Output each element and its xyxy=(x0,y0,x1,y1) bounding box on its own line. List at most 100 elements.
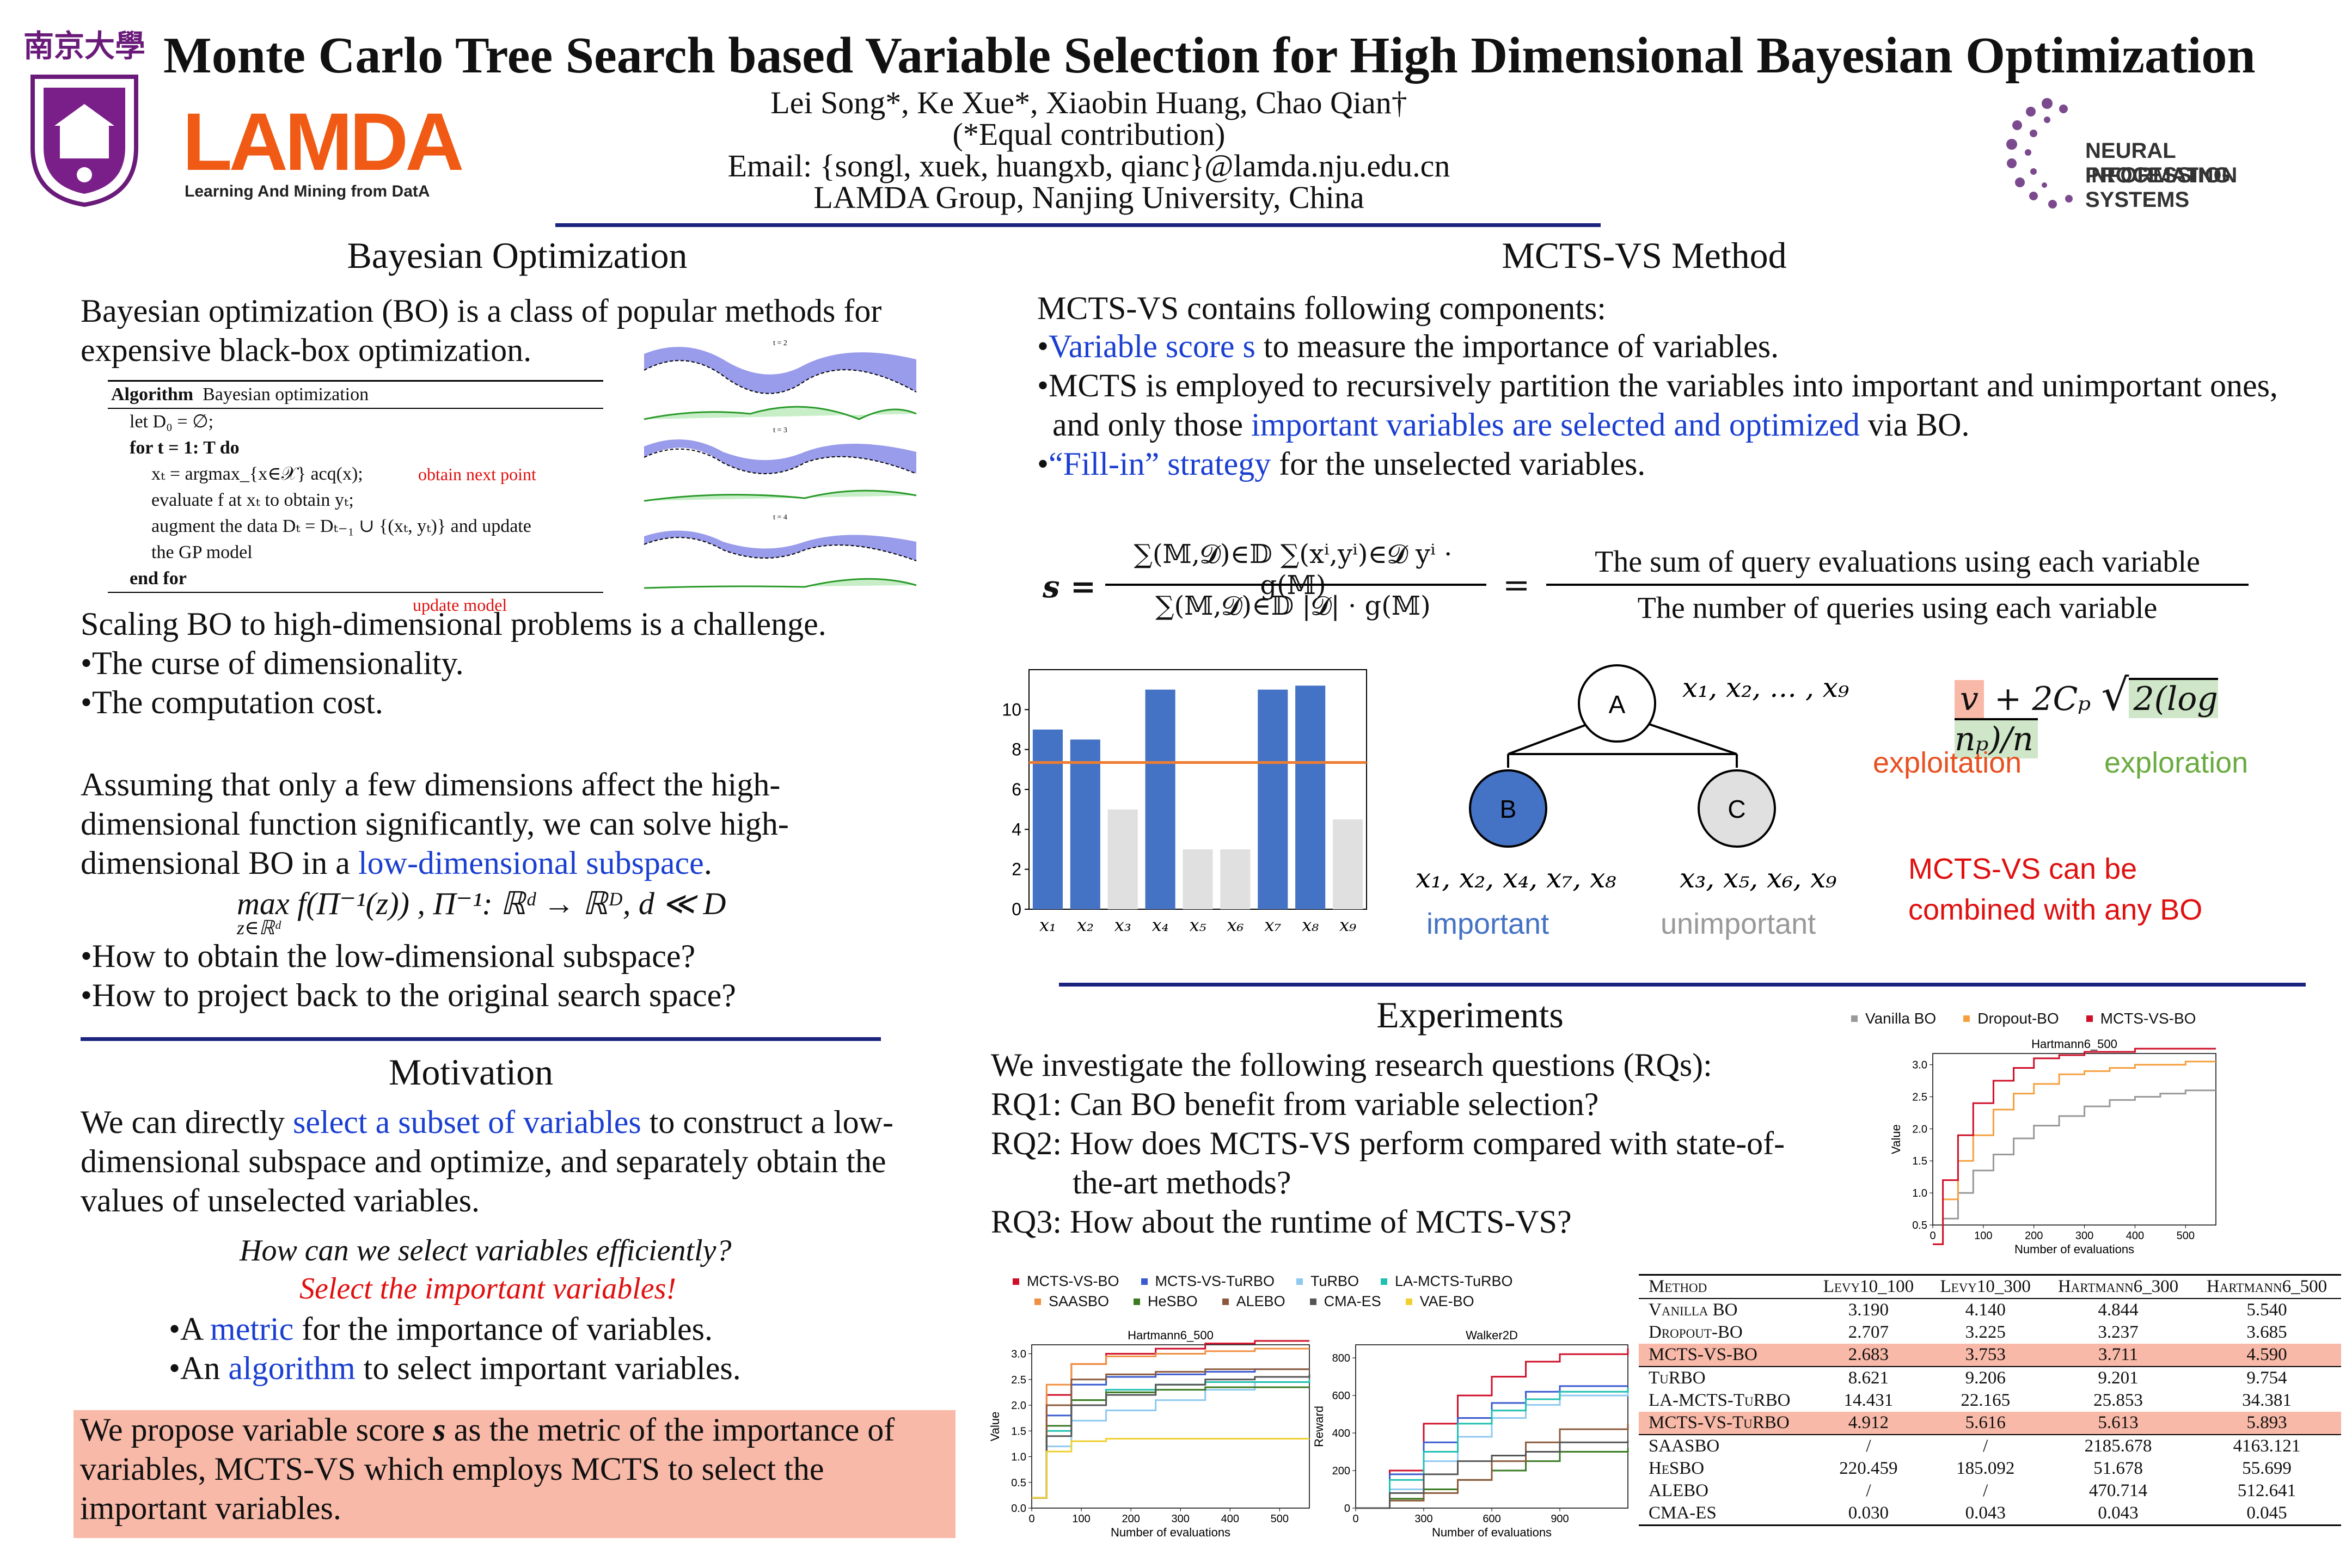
formula-den: ∑(𝕄,𝓓)∈𝔻 |𝓓| · g(𝕄) xyxy=(1155,591,1431,621)
challenge-text: Scaling BO to high-dimensional problems … xyxy=(81,606,826,642)
table-row: Vanilla BO 3.190 4.140 4.844 5.540 xyxy=(1639,1298,2341,1321)
table-value-cell: 5.540 xyxy=(2246,1300,2287,1320)
table-method-cell: ALEBO xyxy=(1649,1481,1708,1500)
bar xyxy=(1220,849,1251,909)
component-mcts: •MCTS is employed to recursively partiti… xyxy=(1037,367,2278,443)
y-tick-label: 1.5 xyxy=(1011,1425,1026,1437)
legend-item: VAE-BO xyxy=(1405,1293,1474,1310)
y-axis-label: Value xyxy=(1889,1124,1903,1154)
svg-text:C: C xyxy=(1728,795,1745,823)
table-value-cell: 0.030 xyxy=(1848,1503,1889,1523)
series-line xyxy=(1032,1347,1309,1499)
series-line xyxy=(1032,1379,1310,1499)
table-value-cell: 4.140 xyxy=(1965,1300,2006,1320)
y-tick-label: 2.0 xyxy=(1912,1123,1927,1135)
nju-logo: 南京大學 xyxy=(22,22,147,207)
x-tick-label: 0 xyxy=(1352,1513,1358,1525)
legend-swatch xyxy=(1296,1278,1303,1285)
label-unimportant: unimportant xyxy=(1661,908,1816,940)
legend-swatch xyxy=(1963,1015,1970,1022)
legend-swatch xyxy=(1405,1298,1412,1305)
label-exploration: exploration xyxy=(2104,746,2249,779)
bo-question-2: •How to project back to the original sea… xyxy=(81,977,736,1013)
neurips-line2: PROCESSING SYSTEMS xyxy=(2085,163,2231,212)
bo-challenge: Scaling BO to high-dimensional problems … xyxy=(81,604,952,722)
rq1-line-chart: Hartmann6_500 0 100 200 300 400 500 0.5 1.0 1.5 2.… xyxy=(1873,1037,2221,1260)
y-tick-label: 10 xyxy=(1002,700,1021,719)
algo-line: for t = 1: T do xyxy=(130,438,240,458)
y-tick-label: 2.5 xyxy=(1912,1091,1927,1103)
rq1: RQ1: Can BO benefit from variable select… xyxy=(991,1086,1599,1122)
x-tick-label: 100 xyxy=(1974,1230,1992,1242)
algo-note-next: obtain next point xyxy=(418,464,536,484)
table-value-cell: 34.381 xyxy=(2242,1391,2292,1410)
bar xyxy=(1070,739,1100,909)
x-tick-label: 300 xyxy=(1414,1513,1432,1525)
fig-label-t3: t = 3 xyxy=(773,426,787,434)
legend-label: MCTS-VS-TuRBO xyxy=(1155,1273,1275,1289)
table-value-cell: 3.685 xyxy=(2246,1322,2287,1342)
motivation-question: How can we select variables efficiently? xyxy=(240,1234,732,1267)
tree-svg: A B C x₁, x₂, … , x₉ x₁, x₂, x₄, x₇, x₈ … xyxy=(1416,664,1849,940)
x-tick-label: 400 xyxy=(2126,1230,2144,1242)
x-tick-label: x₄ xyxy=(1152,915,1169,935)
proposal-box: We propose variable score s as the metri… xyxy=(74,1410,955,1538)
y-tick-label: 2.5 xyxy=(1011,1374,1026,1386)
runtime-table: Method Levy10_100 Levy10_300 Hartmann6_300 H… xyxy=(1639,1274,2341,1526)
affiliation: LAMDA Group, Nanjing University, China xyxy=(813,180,1364,215)
table-value-cell: 512.641 xyxy=(2237,1481,2296,1500)
algo-line: augment the data Dₜ = Dₜ₋₁ ∪ {(xₜ, yₜ)} … xyxy=(151,516,531,536)
table-header-cell: Hartmann6_300 xyxy=(2057,1277,2179,1296)
table-method-cell: MCTS-VS-BO xyxy=(1649,1345,1757,1364)
ucb-v: v xyxy=(1955,680,1984,718)
bo-formula-sub: z∈ℝᵈ xyxy=(237,917,281,939)
algorithm-header: Algorithm Bayesian optimization xyxy=(108,382,603,409)
score-formula: s = ∑(𝕄,𝓓)∈𝔻 ∑(xⁱ,yⁱ)∈𝓓 yⁱ · g(𝕄) ∑(𝕄,𝓓)… xyxy=(1043,539,2273,637)
table-header-row: Method Levy10_100 Levy10_300 Hartmann6_300 H… xyxy=(1639,1275,2341,1298)
ucb-formula: v + 2Cₚ √ 2(log nₚ)/n xyxy=(1955,670,2218,758)
combined-note-1: MCTS-VS can be xyxy=(1908,853,2137,885)
table-row: ALEBO / / 470.714 512.641 xyxy=(1639,1480,2341,1502)
legend-label: ALEBO xyxy=(1236,1293,1285,1309)
legend-label: Dropout-BO xyxy=(1977,1010,2059,1027)
table-value-cell: 14.431 xyxy=(1843,1391,1894,1410)
ratio-num: The sum of query evaluations using each … xyxy=(1595,545,2200,579)
table-value-cell: 51.678 xyxy=(2093,1459,2143,1478)
legend-swatch xyxy=(1851,1015,1858,1022)
x-tick-label: x₇ xyxy=(1264,915,1281,935)
ucb-plus: + 2Cₚ xyxy=(1994,680,2091,718)
legend-label: VAE-BO xyxy=(1419,1293,1474,1309)
bo-formula: max f(Π⁻¹(z)) , Π⁻¹: ℝᵈ → ℝᴰ, d ≪ D z∈ℝᵈ xyxy=(237,885,890,939)
rq2-walker-chart: Walker2D 0 300 600 900 0 200 400 600 800 Number of… xyxy=(1307,1328,1633,1552)
experiments-questions: We investigate the following research qu… xyxy=(991,1045,1862,1241)
variable-score-bar-chart: 0 2 4 6 8 10 x₁ x₂ x₃ x₄ x₅ x₆ x₇ x₈ x₉ xyxy=(991,659,1372,953)
lamda-subtitle: Learning And Mining from DatA xyxy=(185,182,430,200)
table-value-cell: 4.590 xyxy=(2246,1345,2287,1364)
table-value-cell: 3.753 xyxy=(1965,1345,2006,1364)
table-value-cell: 3.190 xyxy=(1848,1300,1889,1320)
rq2: RQ2: How does MCTS-VS perform compared w… xyxy=(991,1125,1785,1161)
bar xyxy=(1183,849,1213,909)
table-value-cell: 9.201 xyxy=(2098,1368,2139,1388)
legend-swatch xyxy=(1034,1298,1041,1305)
table-value-cell: 2185.678 xyxy=(2084,1436,2152,1456)
component-fill-in: •“Fill-in” strategy for the unselected v… xyxy=(1037,446,1646,482)
series-line xyxy=(1032,1368,1309,1499)
legend-swatch xyxy=(1309,1298,1316,1305)
legend-item: SAASBO xyxy=(1034,1293,1109,1310)
left-divider xyxy=(81,1037,881,1041)
legend-item: LA-MCTS-TuRBO xyxy=(1381,1273,1513,1290)
y-tick-label: 2 xyxy=(1012,860,1021,879)
legend-label: HeSBO xyxy=(1148,1293,1198,1309)
rq2-cont: the-art methods? xyxy=(1073,1165,1291,1200)
table-row: HeSBO 220.459 185.092 51.678 55.699 xyxy=(1639,1457,2341,1480)
legend-item: MCTS-VS-BO xyxy=(1013,1273,1119,1290)
y-tick-label: 0 xyxy=(1344,1503,1350,1515)
tree-vars-a: x₁, x₂, … , x₉ xyxy=(1682,672,1849,703)
table-row: MCTS-VS-TuRBO 4.912 5.616 5.613 5.893 xyxy=(1639,1412,2341,1435)
combined-note-2: combined with any BO xyxy=(1908,893,2203,926)
tree-node-c: C xyxy=(1698,769,1776,848)
experiments-title: Experiments xyxy=(1376,994,1564,1036)
tree-node-b: B xyxy=(1469,769,1547,848)
neurips-dots-icon xyxy=(2006,98,2073,209)
